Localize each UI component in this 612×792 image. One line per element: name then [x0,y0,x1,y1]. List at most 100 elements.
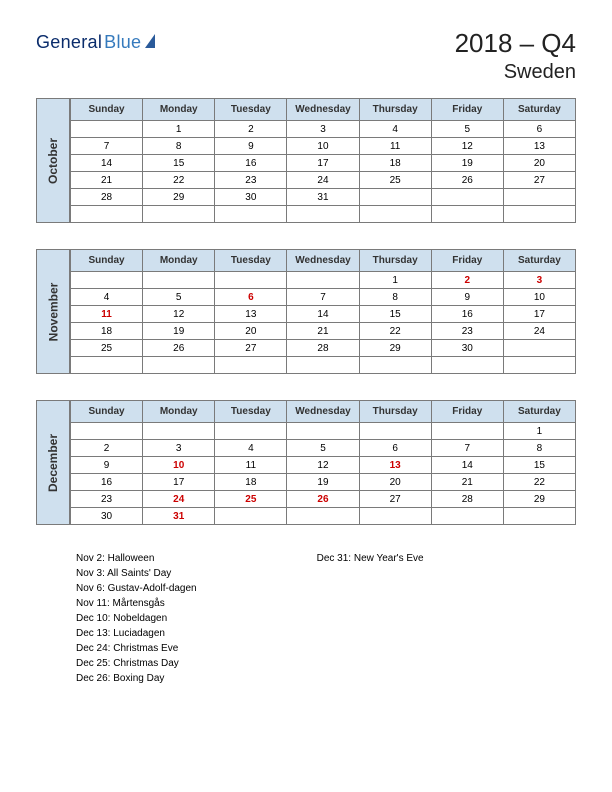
day-cell: 12 [431,138,503,155]
day-cell: 25 [71,340,143,357]
day-cell: 18 [71,323,143,340]
month-block-december: DecemberSundayMondayTuesdayWednesdayThur… [36,400,576,525]
holiday-item: Dec 24: Christmas Eve [76,641,197,656]
month-name: October [46,137,60,183]
day-cell: 1 [503,423,575,440]
day-cell: 20 [215,323,287,340]
day-cell: 11 [359,138,431,155]
page-subtitle: Sweden [455,61,576,84]
day-cell: 30 [71,508,143,525]
day-cell [143,423,215,440]
holiday-item: Dec 26: Boxing Day [76,671,197,686]
day-cell [503,508,575,525]
day-cell: 24 [503,323,575,340]
day-cell [359,508,431,525]
day-cell: 4 [71,289,143,306]
day-cell [215,206,287,223]
day-cell: 21 [71,172,143,189]
day-cell: 19 [431,155,503,172]
table-row: 252627282930 [71,340,576,357]
day-cell [431,423,503,440]
day-cell: 22 [503,474,575,491]
weekday-header: Wednesday [287,99,359,121]
day-cell: 9 [215,138,287,155]
day-cell: 31 [143,508,215,525]
day-cell: 3 [143,440,215,457]
day-cell [143,272,215,289]
calendar-table: SundayMondayTuesdayWednesdayThursdayFrid… [70,400,576,525]
weekday-header: Friday [431,250,503,272]
day-cell: 23 [215,172,287,189]
day-cell: 12 [287,457,359,474]
month-label: December [36,400,70,525]
holiday-list: Nov 2: HalloweenNov 3: All Saints' DayNo… [76,551,576,686]
day-cell: 6 [215,289,287,306]
day-cell: 30 [431,340,503,357]
weekday-header: Tuesday [215,250,287,272]
table-row: 11121314151617 [71,306,576,323]
day-cell [71,206,143,223]
day-cell: 23 [71,491,143,508]
holiday-item: Nov 2: Halloween [76,551,197,566]
day-cell [431,189,503,206]
logo-triangle-icon [145,34,155,48]
day-cell: 10 [503,289,575,306]
weekday-header: Sunday [71,99,143,121]
day-cell: 5 [431,121,503,138]
day-cell: 17 [143,474,215,491]
day-cell [71,357,143,374]
weekday-header: Monday [143,250,215,272]
day-cell: 24 [143,491,215,508]
day-cell: 5 [143,289,215,306]
day-cell: 27 [503,172,575,189]
day-cell: 26 [143,340,215,357]
day-cell: 20 [359,474,431,491]
day-cell: 23 [431,323,503,340]
day-cell: 15 [503,457,575,474]
day-cell: 18 [215,474,287,491]
day-cell: 28 [287,340,359,357]
day-cell: 21 [287,323,359,340]
table-row: 9101112131415 [71,457,576,474]
day-cell: 9 [431,289,503,306]
weekday-header: Saturday [503,250,575,272]
weekday-header: Tuesday [215,401,287,423]
day-cell: 14 [431,457,503,474]
day-cell: 26 [287,491,359,508]
holiday-column-2: Dec 31: New Year's Eve [317,551,424,686]
table-row: 3031 [71,508,576,525]
day-cell: 21 [431,474,503,491]
weekday-header: Thursday [359,250,431,272]
table-row: 45678910 [71,289,576,306]
weekday-header: Friday [431,99,503,121]
day-cell: 6 [359,440,431,457]
table-row [71,206,576,223]
weekday-header: Monday [143,401,215,423]
calendar-container: OctoberSundayMondayTuesdayWednesdayThurs… [36,98,576,525]
day-cell: 3 [503,272,575,289]
day-cell: 10 [143,457,215,474]
holiday-item: Nov 6: Gustav-Adolf-dagen [76,581,197,596]
day-cell: 11 [71,306,143,323]
day-cell: 16 [215,155,287,172]
weekday-header: Sunday [71,250,143,272]
table-row: 18192021222324 [71,323,576,340]
day-cell: 8 [359,289,431,306]
day-cell: 28 [71,189,143,206]
day-cell [215,423,287,440]
weekday-header: Wednesday [287,250,359,272]
day-cell: 29 [143,189,215,206]
day-cell: 29 [359,340,431,357]
holiday-item: Dec 25: Christmas Day [76,656,197,671]
day-cell: 8 [143,138,215,155]
day-cell: 25 [215,491,287,508]
table-row: 2345678 [71,440,576,457]
weekday-header: Saturday [503,401,575,423]
table-row: 16171819202122 [71,474,576,491]
day-cell: 22 [143,172,215,189]
day-cell [431,508,503,525]
table-row: 28293031 [71,189,576,206]
month-name: November [46,282,60,341]
title-block: 2018 – Q4 Sweden [455,28,576,84]
day-cell [359,357,431,374]
